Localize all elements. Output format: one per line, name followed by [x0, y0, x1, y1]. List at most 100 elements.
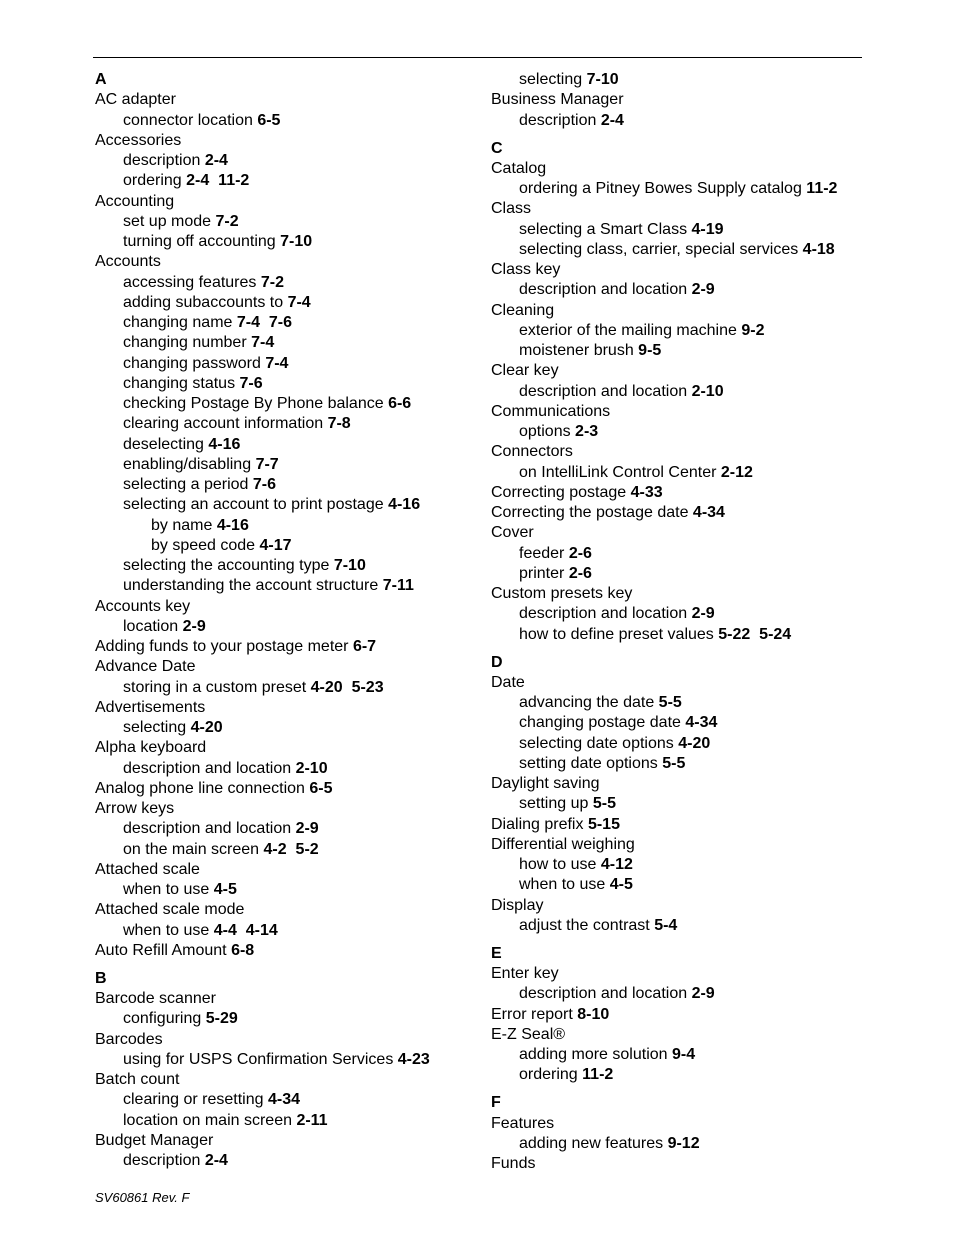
page-reference: 4-5: [213, 881, 237, 898]
index-entry: clearing account information 7-8: [95, 414, 495, 434]
page-reference: 4-16: [216, 516, 249, 534]
index-entry: by name 4-16: [95, 516, 495, 536]
entry-term: setting date options: [519, 754, 658, 772]
entry-term: when to use: [519, 876, 606, 894]
entry-term: description: [123, 1152, 201, 1170]
entry-term: Auto Refill Amount: [95, 941, 227, 959]
entry-term: on the main screen: [123, 840, 260, 858]
index-entry: Cover: [491, 523, 911, 543]
index-entry: Correcting the postage date 4-34: [491, 503, 911, 523]
index-entry: when to use 4-5: [95, 880, 495, 900]
entry-term: selecting the accounting type: [123, 557, 330, 574]
entry-term: when to use: [123, 881, 210, 898]
entry-term: by name: [151, 516, 213, 534]
page-reference: 2-4 11-2: [186, 172, 250, 190]
entry-term: setting up: [519, 795, 589, 813]
page-reference: 7-4: [287, 293, 311, 311]
index-entry: understanding the account structure 7-11: [95, 576, 495, 596]
index-entry: checking Postage By Phone balance 6-6: [95, 394, 495, 414]
page-reference: 2-4: [204, 1152, 228, 1170]
index-entry: Arrow keys: [95, 799, 495, 819]
entry-term: Enter key: [491, 965, 559, 983]
entry-term: changing status: [123, 374, 236, 392]
index-entry: selecting 4-20: [95, 718, 495, 738]
index-entry: Class: [491, 199, 911, 219]
index-entry: moistener brush 9-5: [491, 341, 911, 361]
index-entry: on the main screen 4-2 5-2: [95, 840, 495, 860]
entry-term: description and location: [123, 820, 292, 838]
page-reference: 6-5: [309, 779, 333, 797]
index-entry: Catalog: [491, 159, 911, 179]
entry-term: Correcting postage: [491, 483, 627, 501]
entry-term: advancing the date: [519, 694, 655, 712]
entry-term: Accessories: [95, 131, 182, 149]
index-entry: Business Manager: [491, 90, 911, 110]
entry-term: understanding the account structure: [123, 577, 379, 595]
page-reference: 2-12: [720, 463, 753, 481]
index-column-left: A AC adapter connector location 6-5 Accesso…: [95, 70, 495, 1171]
index-entry: turning off accounting 7-10: [95, 232, 495, 252]
entry-term: Error report: [491, 1005, 573, 1023]
header-rule: [93, 57, 862, 58]
entry-term: Analog phone line connection: [95, 779, 305, 797]
index-entry: changing postage date 4-34: [491, 713, 911, 733]
index-entry: AC adapter: [95, 90, 495, 110]
index-entry: description 2-4: [95, 1151, 495, 1171]
entry-term: changing password: [123, 354, 261, 372]
entry-term: Barcode scanner: [95, 990, 216, 1008]
index-entry: ordering 11-2: [491, 1065, 911, 1085]
index-entry: deselecting 4-16: [95, 435, 495, 455]
entry-term: Barcodes: [95, 1030, 163, 1048]
index-entry: accessing features 7-2: [95, 273, 495, 293]
page-reference: 2-3: [575, 423, 599, 441]
entry-term: options: [519, 423, 571, 441]
index-entry: configuring 5-29: [95, 1009, 495, 1029]
entry-term: E-Z Seal®: [491, 1025, 566, 1043]
index-entry: Dialing prefix 5-15: [491, 815, 911, 835]
entry-term: storing in a custom preset: [123, 678, 307, 696]
index-entry: description and location 2-9: [491, 604, 911, 624]
page-reference: 9-5: [638, 342, 662, 360]
entry-term: exterior of the mailing machine: [519, 321, 737, 339]
entry-term: changing name: [123, 314, 233, 331]
entry-term: Differential weighing: [491, 835, 635, 853]
page-reference: 11-2: [582, 1066, 614, 1084]
page-reference: 9-4: [672, 1046, 696, 1064]
entry-term: F: [491, 1094, 501, 1112]
index-entry: exterior of the mailing machine 9-2: [491, 321, 911, 341]
entry-term: Class: [491, 200, 532, 218]
page-reference: 5-5: [662, 754, 686, 772]
page-reference: 7-10: [586, 71, 619, 88]
index-entry: changing status 7-6: [95, 374, 495, 394]
index-entry: ordering 2-4 11-2: [95, 171, 495, 191]
page-reference: 9-12: [667, 1134, 700, 1152]
entry-term: adding subaccounts to: [123, 293, 284, 311]
page-reference: 7-6: [239, 374, 263, 392]
document-footer: SV60861 Rev. F: [95, 1190, 190, 1205]
index-entry: Barcode scanner: [95, 989, 495, 1009]
entry-term: Class key: [491, 261, 561, 279]
entry-term: Features: [491, 1114, 555, 1132]
index-entry: Differential weighing: [491, 835, 911, 855]
page-reference: 4-20: [678, 734, 711, 752]
index-entry: Class key: [491, 260, 911, 280]
index-entry: Correcting postage 4-33: [491, 483, 911, 503]
entry-term: Advertisements: [95, 698, 206, 716]
index-entry: Cleaning: [491, 301, 911, 321]
index-entry: description and location 2-9: [491, 280, 911, 300]
page-reference: 4-2 5-2: [263, 840, 319, 858]
entry-term: Adding funds to your postage meter: [95, 638, 349, 655]
index-entry: description and location 2-10: [491, 382, 911, 402]
index-entry: advancing the date 5-5: [491, 693, 911, 713]
page-reference: 7-2: [215, 212, 239, 230]
index-entry: feeder 2-6: [491, 544, 911, 564]
page-reference: 2-9: [691, 281, 715, 299]
entry-term: Batch count: [95, 1071, 180, 1089]
page-reference: 4-18: [802, 240, 835, 258]
entry-term: E: [491, 944, 502, 962]
index-entry: Auto Refill Amount 6-8: [95, 941, 495, 961]
index-entry: E-Z Seal®: [491, 1025, 911, 1045]
index-letter-heading: E: [491, 944, 911, 964]
index-entry: description and location 2-10: [95, 759, 495, 779]
entry-term: Catalog: [491, 159, 547, 177]
